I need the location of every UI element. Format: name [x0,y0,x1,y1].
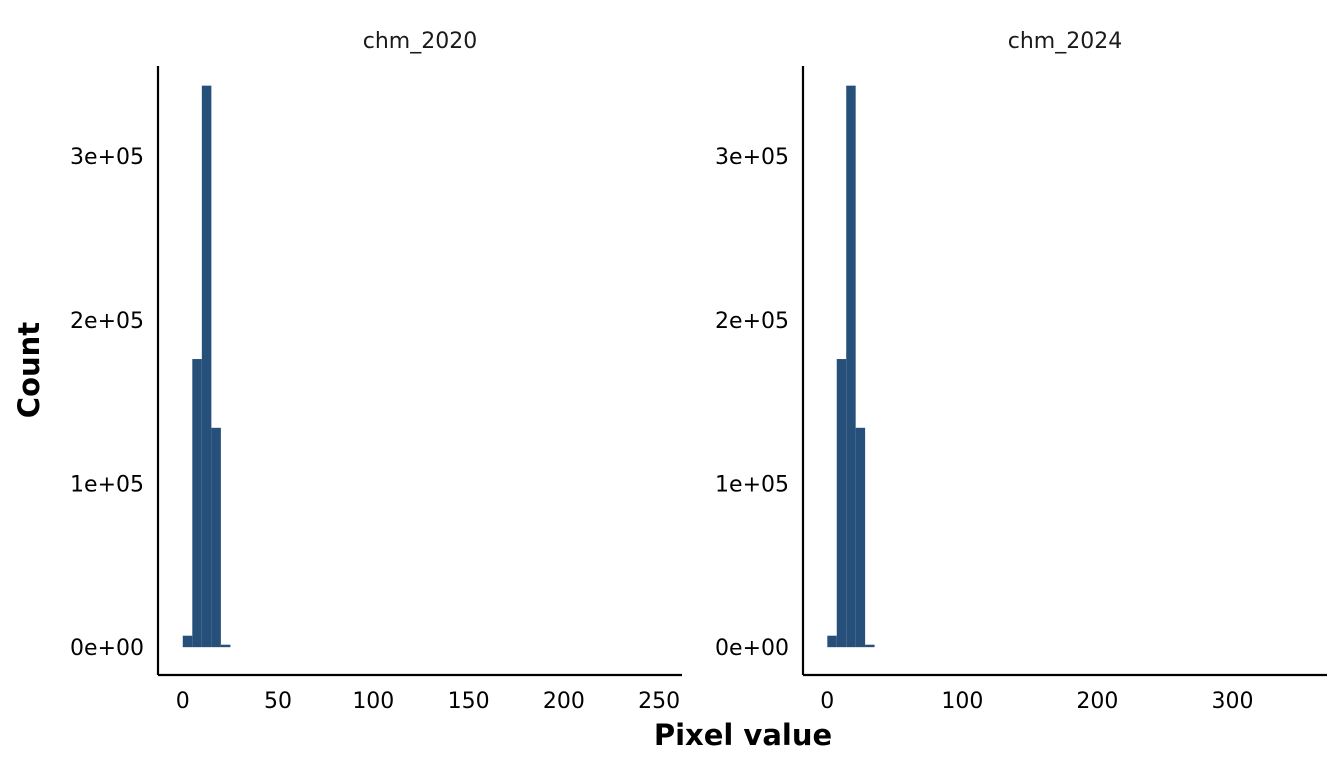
histogram-bar [211,427,221,648]
y-tick-label: 2e+05 [70,309,144,334]
x-tick-label: 200 [543,689,585,714]
y-tick-label: 3e+05 [715,145,789,170]
x-tick-label: 100 [941,689,983,714]
histogram-bar [220,644,231,648]
x-tick-label: 0 [176,689,190,714]
y-tick-label: 0e+00 [715,636,789,661]
panel-chm-2020: chm_2020 0e+00 1e+05 2e+05 3e+05 0 50 100 150 20… [70,29,682,714]
x-axis-title: Pixel value [654,718,832,752]
histogram-bar [846,85,856,648]
y-tick-label: 2e+05 [715,309,789,334]
histogram-bar [827,635,837,648]
histogram-bar [192,359,202,648]
y-tick-label: 1e+05 [715,472,789,497]
panel-title: chm_2020 [363,29,477,54]
y-tick-label: 1e+05 [70,472,144,497]
panel-chm-2024: chm_2024 0e+00 1e+05 2e+05 3e+05 0 100 200 300 [715,29,1327,714]
x-tick-label: 50 [264,689,292,714]
y-axis-title: Count [12,322,46,418]
panel-title: chm_2024 [1008,29,1122,54]
x-tick-label: 0 [820,689,834,714]
x-tick-label: 250 [638,689,680,714]
x-tick-label: 150 [448,689,490,714]
histogram-bar [836,359,847,648]
x-tick-label: 100 [352,689,394,714]
x-tick-label: 300 [1211,689,1253,714]
y-tick-label: 0e+00 [70,636,144,661]
y-tick-label: 3e+05 [70,145,144,170]
histogram-bar [865,644,875,648]
histogram-bar [201,85,212,648]
x-tick-label: 200 [1076,689,1118,714]
histogram-bar [182,635,193,648]
histogram-bar [855,427,866,648]
